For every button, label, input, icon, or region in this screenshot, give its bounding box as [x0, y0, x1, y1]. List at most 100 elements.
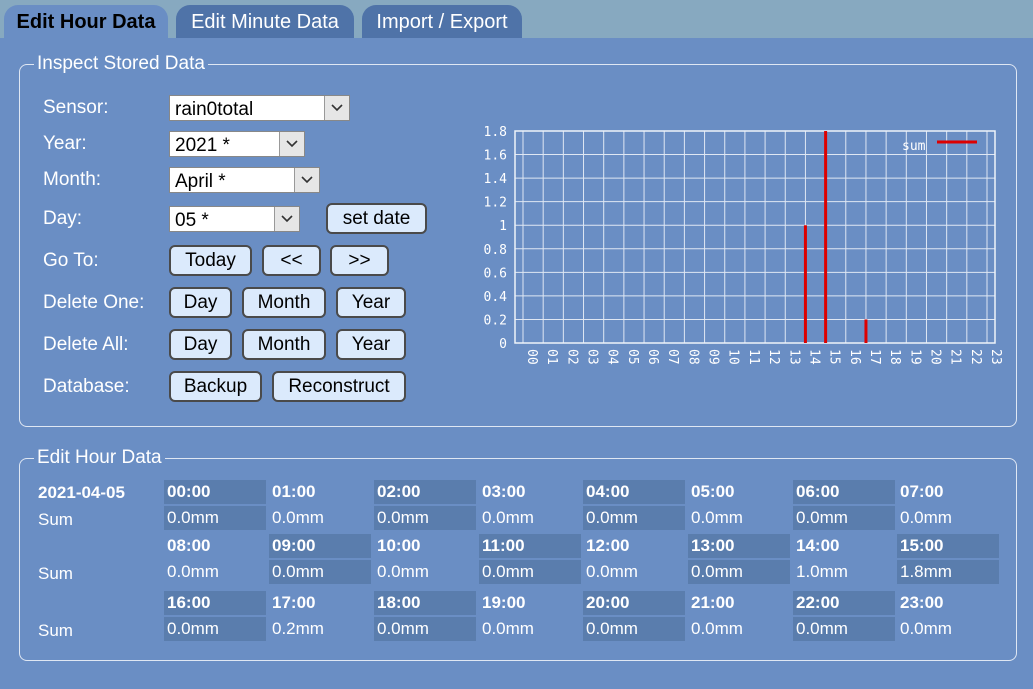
- today-button[interactable]: Today: [169, 245, 252, 276]
- delete-one-month-button[interactable]: Month: [242, 287, 326, 318]
- x-tick-label: 05: [625, 349, 640, 365]
- x-tick-label: 01: [544, 349, 559, 365]
- hour-label: 22:00: [793, 591, 895, 615]
- hour-label: 18:00: [374, 591, 476, 615]
- inspect-stored-data-panel: Inspect Stored Data: [19, 53, 1017, 427]
- month-value: April *: [175, 171, 226, 192]
- inspect-legend: Inspect Stored Data: [37, 53, 205, 74]
- hour-sum-value[interactable]: 0.0mm: [691, 619, 743, 638]
- x-tick-label: 07: [665, 349, 680, 365]
- hour-sum-value[interactable]: 0.0mm: [479, 560, 581, 584]
- y-tick-label: 0.4: [484, 290, 508, 305]
- delete-all-year-button[interactable]: Year: [336, 329, 406, 360]
- hour-sum-value[interactable]: 0.0mm: [900, 508, 952, 527]
- x-tick-label: 12: [766, 349, 781, 365]
- legend-label: sum: [902, 139, 926, 154]
- hour-label: 09:00: [269, 534, 371, 558]
- hour-sum-value[interactable]: 0.0mm: [269, 560, 371, 584]
- delete-one-year-button[interactable]: Year: [336, 287, 406, 318]
- delete-all-month-button[interactable]: Month: [242, 329, 326, 360]
- sensor-select[interactable]: rain0total: [169, 95, 350, 121]
- y-tick-label: 1: [499, 219, 507, 234]
- hour-sum-value[interactable]: 1.8mm: [897, 560, 999, 584]
- previous-button[interactable]: <<: [262, 245, 321, 276]
- month-label: Month:: [43, 169, 102, 190]
- edit-date: 2021-04-05: [38, 483, 125, 502]
- x-tick-label: 22: [968, 349, 983, 365]
- next-button[interactable]: >>: [330, 245, 389, 276]
- hour-label: 01:00: [272, 482, 316, 501]
- y-tick-label: 1.4: [484, 172, 508, 187]
- x-tick-label: 21: [948, 349, 963, 365]
- hour-sum-value[interactable]: 0.0mm: [793, 617, 895, 641]
- hour-label: 02:00: [374, 480, 476, 504]
- hour-sum-value[interactable]: 0.0mm: [482, 508, 534, 527]
- hour-sum-value[interactable]: 0.0mm: [167, 562, 219, 581]
- hour-sum-value[interactable]: 0.0mm: [900, 619, 952, 638]
- x-tick-label: 04: [605, 349, 620, 365]
- x-tick-label: 19: [907, 349, 922, 365]
- year-select[interactable]: 2021 *: [169, 131, 305, 157]
- x-tick-label: 03: [585, 349, 600, 365]
- year-label: Year:: [43, 133, 87, 154]
- hour-label: 05:00: [691, 482, 735, 501]
- tab-bar: Edit Hour Data Edit Minute Data Import /…: [0, 0, 1033, 38]
- hour-label: 10:00: [377, 536, 421, 555]
- hour-sum-value[interactable]: 0.0mm: [272, 508, 324, 527]
- hour-sum-value[interactable]: 0.0mm: [586, 562, 638, 581]
- x-tick-label: 10: [726, 349, 741, 365]
- hour-sum-value[interactable]: 1.0mm: [796, 562, 848, 581]
- tab-import-export[interactable]: Import / Export: [362, 5, 522, 38]
- y-tick-label: 0.8: [484, 243, 507, 258]
- chevron-down-icon: [274, 207, 299, 231]
- chart-frame: [514, 130, 996, 344]
- backup-button[interactable]: Backup: [169, 371, 262, 402]
- hour-label: 06:00: [793, 480, 895, 504]
- hour-sum-value[interactable]: 0.0mm: [688, 560, 790, 584]
- hour-sum-value[interactable]: 0.0mm: [164, 506, 266, 530]
- hour-sum-value[interactable]: 0.0mm: [482, 619, 534, 638]
- hour-label: 17:00: [272, 593, 316, 612]
- y-tick-label: 0.6: [484, 266, 507, 281]
- hour-sum-value[interactable]: 0.0mm: [374, 506, 476, 530]
- hour-sum-value[interactable]: 0.0mm: [377, 562, 429, 581]
- edit-hour-data-panel: Edit Hour Data: [19, 447, 1017, 661]
- hour-label: 12:00: [586, 536, 630, 555]
- x-tick-label: 02: [564, 349, 579, 365]
- set-date-button[interactable]: set date: [326, 203, 427, 234]
- delete-all-day-button[interactable]: Day: [169, 329, 232, 360]
- day-label: Day:: [43, 208, 83, 229]
- y-tick-label: 0.2: [484, 313, 507, 328]
- hour-label: 14:00: [796, 536, 840, 555]
- month-select[interactable]: April *: [169, 167, 320, 193]
- hour-sum-value[interactable]: 0.0mm: [793, 506, 895, 530]
- hour-sum-value[interactable]: 0.0mm: [691, 508, 743, 527]
- hour-sum-value[interactable]: 0.0mm: [583, 506, 685, 530]
- x-tick-label: 17: [867, 349, 882, 365]
- hour-sum-value[interactable]: 0.0mm: [164, 617, 266, 641]
- tab-edit-minute-data[interactable]: Edit Minute Data: [176, 5, 354, 38]
- sensor-value: rain0total: [175, 99, 254, 120]
- x-tick-label: 09: [706, 349, 721, 365]
- hour-label: 23:00: [900, 593, 944, 612]
- tab-edit-hour-data[interactable]: Edit Hour Data: [4, 5, 168, 38]
- hour-label: 21:00: [691, 593, 735, 612]
- hour-sum-value[interactable]: 0.0mm: [583, 617, 685, 641]
- x-tick-label: 14: [806, 349, 821, 365]
- hour-sum-value[interactable]: 0.0mm: [374, 617, 476, 641]
- database-label: Database:: [43, 376, 130, 397]
- x-tick-label: 16: [847, 349, 862, 365]
- edit-legend: Edit Hour Data: [37, 447, 162, 468]
- goto-label: Go To:: [43, 250, 99, 271]
- delete-all-label: Delete All:: [43, 334, 129, 355]
- delete-one-day-button[interactable]: Day: [169, 287, 232, 318]
- hour-label: 16:00: [164, 591, 266, 615]
- reconstruct-button[interactable]: Reconstruct: [272, 371, 406, 402]
- day-select[interactable]: 05 *: [169, 206, 300, 232]
- hour-sum-value[interactable]: 0.2mm: [272, 619, 324, 638]
- y-tick-label: 1.8: [484, 125, 507, 140]
- x-tick-label: 20: [927, 349, 942, 365]
- hour-label: 03:00: [482, 482, 526, 501]
- sum-row-label: Sum: [38, 564, 73, 583]
- x-tick-label: 23: [988, 349, 1003, 365]
